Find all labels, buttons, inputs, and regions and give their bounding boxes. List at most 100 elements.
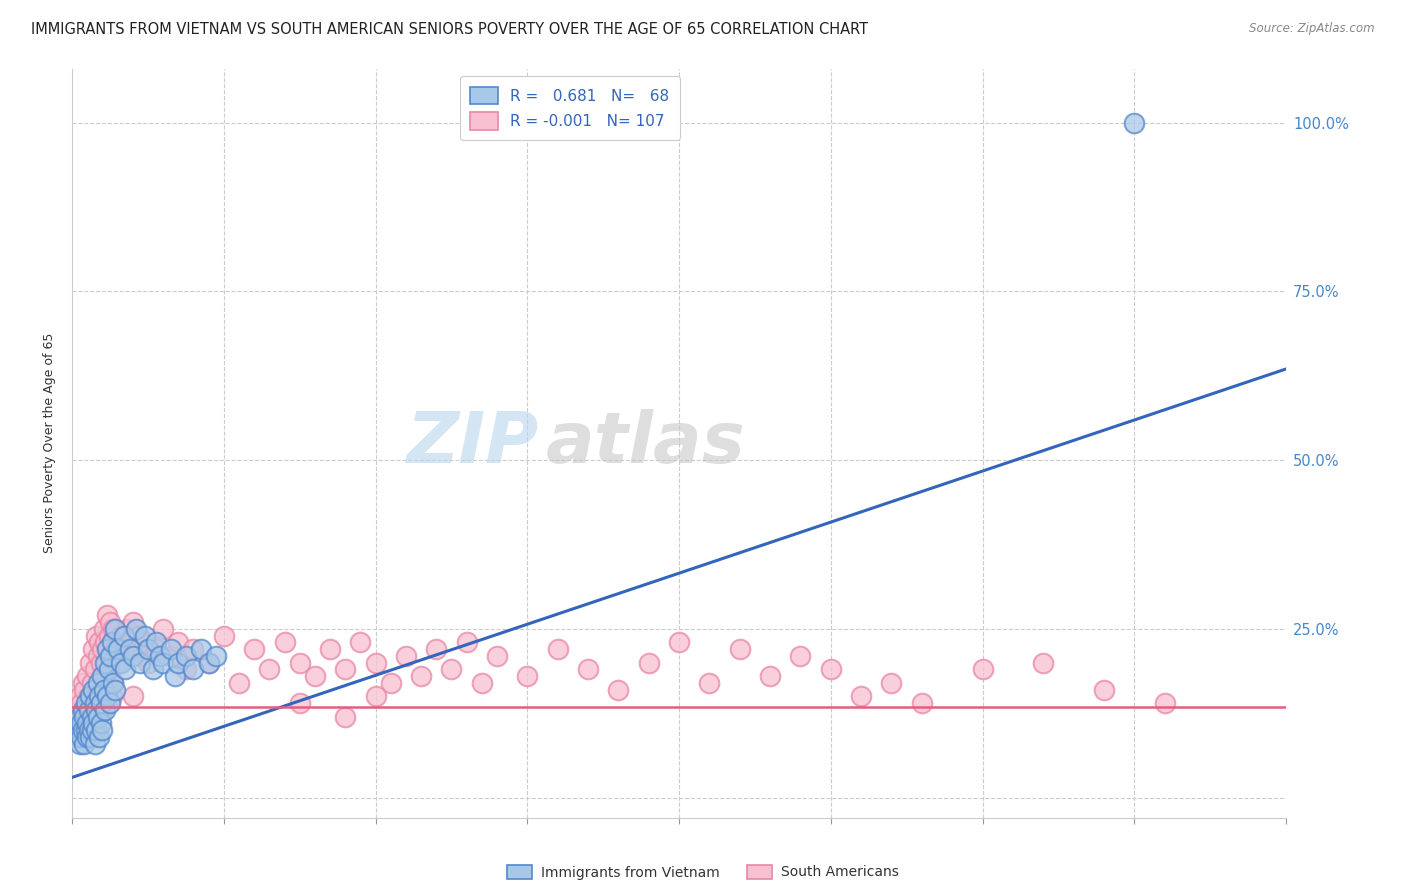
Point [1092,682,1115,697]
Point [485,648,508,663]
Point [103,682,125,697]
Point [93,682,115,697]
Point [80,723,103,738]
Point [87,703,110,717]
Point [94,635,117,649]
Point [880,676,903,690]
Point [115,622,138,636]
Point [69,690,91,704]
Point [75,723,97,738]
Point [91,669,114,683]
Point [471,676,494,690]
Point [167,635,190,649]
Point [440,662,463,676]
Point [67,703,90,717]
Point [114,662,136,676]
Point [73,716,96,731]
Point [319,642,342,657]
Point [121,615,143,629]
Point [759,669,782,683]
Point [77,723,100,738]
Point [547,642,569,657]
Point [86,629,108,643]
Point [174,662,197,676]
Point [97,662,120,676]
Point [364,656,387,670]
Point [76,730,98,744]
Point [72,676,94,690]
Point [728,642,751,657]
Point [112,629,135,643]
Point [79,730,101,744]
Y-axis label: Seniors Poverty Over the Age of 65: Seniors Poverty Over the Age of 65 [44,333,56,553]
Point [98,696,121,710]
Point [100,690,122,704]
Point [425,642,447,657]
Point [364,690,387,704]
Point [93,682,115,697]
Point [69,709,91,723]
Point [110,629,132,643]
Point [183,662,205,676]
Point [112,642,135,657]
Point [101,676,124,690]
Point [228,676,250,690]
Point [136,642,159,657]
Point [91,642,114,657]
Point [93,622,115,636]
Point [205,648,228,663]
Point [90,696,112,710]
Point [197,656,219,670]
Point [80,709,103,723]
Point [149,648,172,663]
Point [94,656,117,670]
Point [1153,696,1175,710]
Point [89,730,111,744]
Point [77,690,100,704]
Point [152,656,174,670]
Point [103,642,125,657]
Point [190,642,212,657]
Point [90,656,112,670]
Point [75,696,97,710]
Point [145,635,167,649]
Legend: R =   0.681   N=   68, R = -0.001   N= 107: R = 0.681 N= 68, R = -0.001 N= 107 [460,76,681,140]
Point [165,669,187,683]
Point [576,662,599,676]
Point [1032,656,1054,670]
Text: Source: ZipAtlas.com: Source: ZipAtlas.com [1250,22,1375,36]
Point [409,669,432,683]
Point [100,635,122,649]
Point [100,635,122,649]
Point [86,690,108,704]
Point [73,709,96,723]
Point [72,703,94,717]
Point [134,629,156,643]
Point [125,642,148,657]
Point [67,730,90,744]
Point [70,723,93,738]
Point [288,656,311,670]
Point [79,703,101,717]
Point [107,656,129,670]
Point [89,690,111,704]
Point [73,737,96,751]
Point [101,676,124,690]
Point [97,629,120,643]
Point [80,676,103,690]
Point [94,703,117,717]
Point [83,696,105,710]
Point [83,737,105,751]
Point [183,642,205,657]
Point [395,648,418,663]
Text: IMMIGRANTS FROM VIETNAM VS SOUTH AMERICAN SENIORS POVERTY OVER THE AGE OF 65 COR: IMMIGRANTS FROM VIETNAM VS SOUTH AMERICA… [31,22,868,37]
Point [349,635,371,649]
Point [212,629,235,643]
Point [77,703,100,717]
Point [98,669,121,683]
Point [82,696,104,710]
Point [82,716,104,731]
Point [380,676,402,690]
Point [167,656,190,670]
Point [288,696,311,710]
